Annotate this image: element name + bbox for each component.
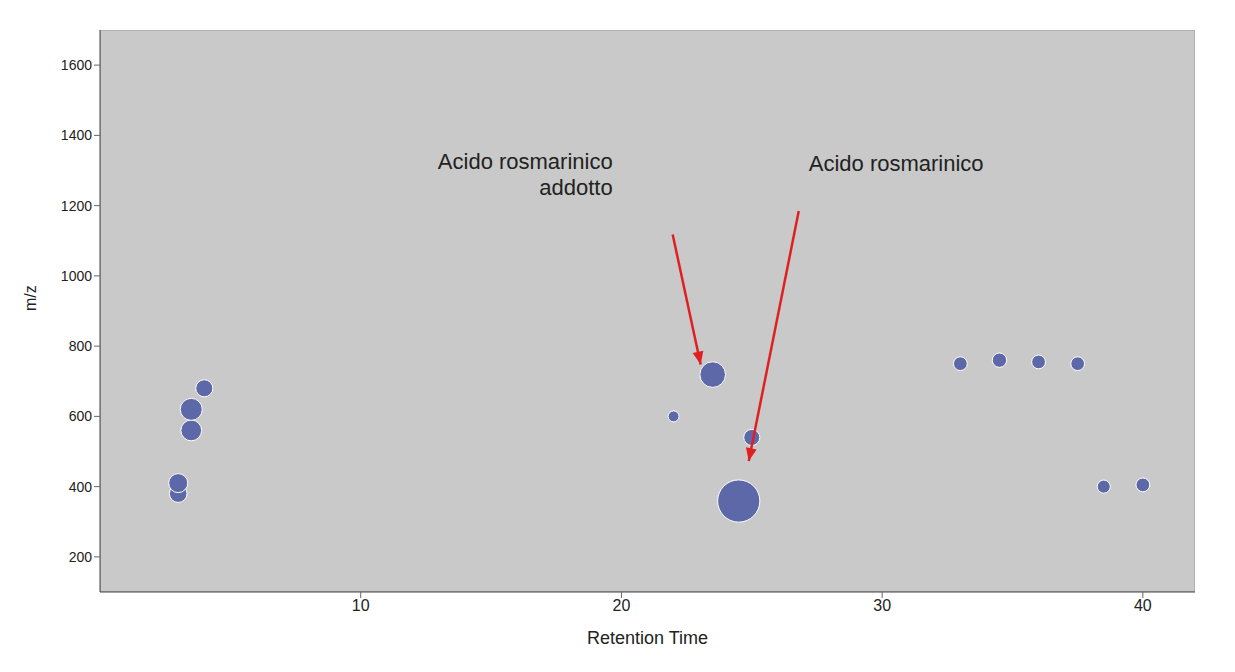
svg-text:addotto: addotto	[539, 175, 612, 200]
svg-text:1400: 1400	[61, 127, 92, 143]
svg-text:1000: 1000	[61, 268, 92, 284]
svg-text:1200: 1200	[61, 198, 92, 214]
svg-text:400: 400	[69, 479, 93, 495]
svg-text:10: 10	[352, 597, 370, 614]
svg-text:20: 20	[613, 597, 631, 614]
svg-text:30: 30	[873, 597, 891, 614]
svg-text:600: 600	[69, 408, 93, 424]
svg-text:200: 200	[69, 549, 93, 565]
svg-text:Acido rosmarinico: Acido rosmarinico	[809, 151, 984, 176]
svg-text:1600: 1600	[61, 57, 92, 73]
svg-text:40: 40	[1134, 597, 1152, 614]
svg-text:m/z: m/z	[22, 285, 39, 311]
svg-text:800: 800	[69, 338, 93, 354]
svg-text:Retention Time: Retention Time	[587, 628, 708, 648]
svg-text:Acido rosmarinico: Acido rosmarinico	[438, 149, 613, 174]
